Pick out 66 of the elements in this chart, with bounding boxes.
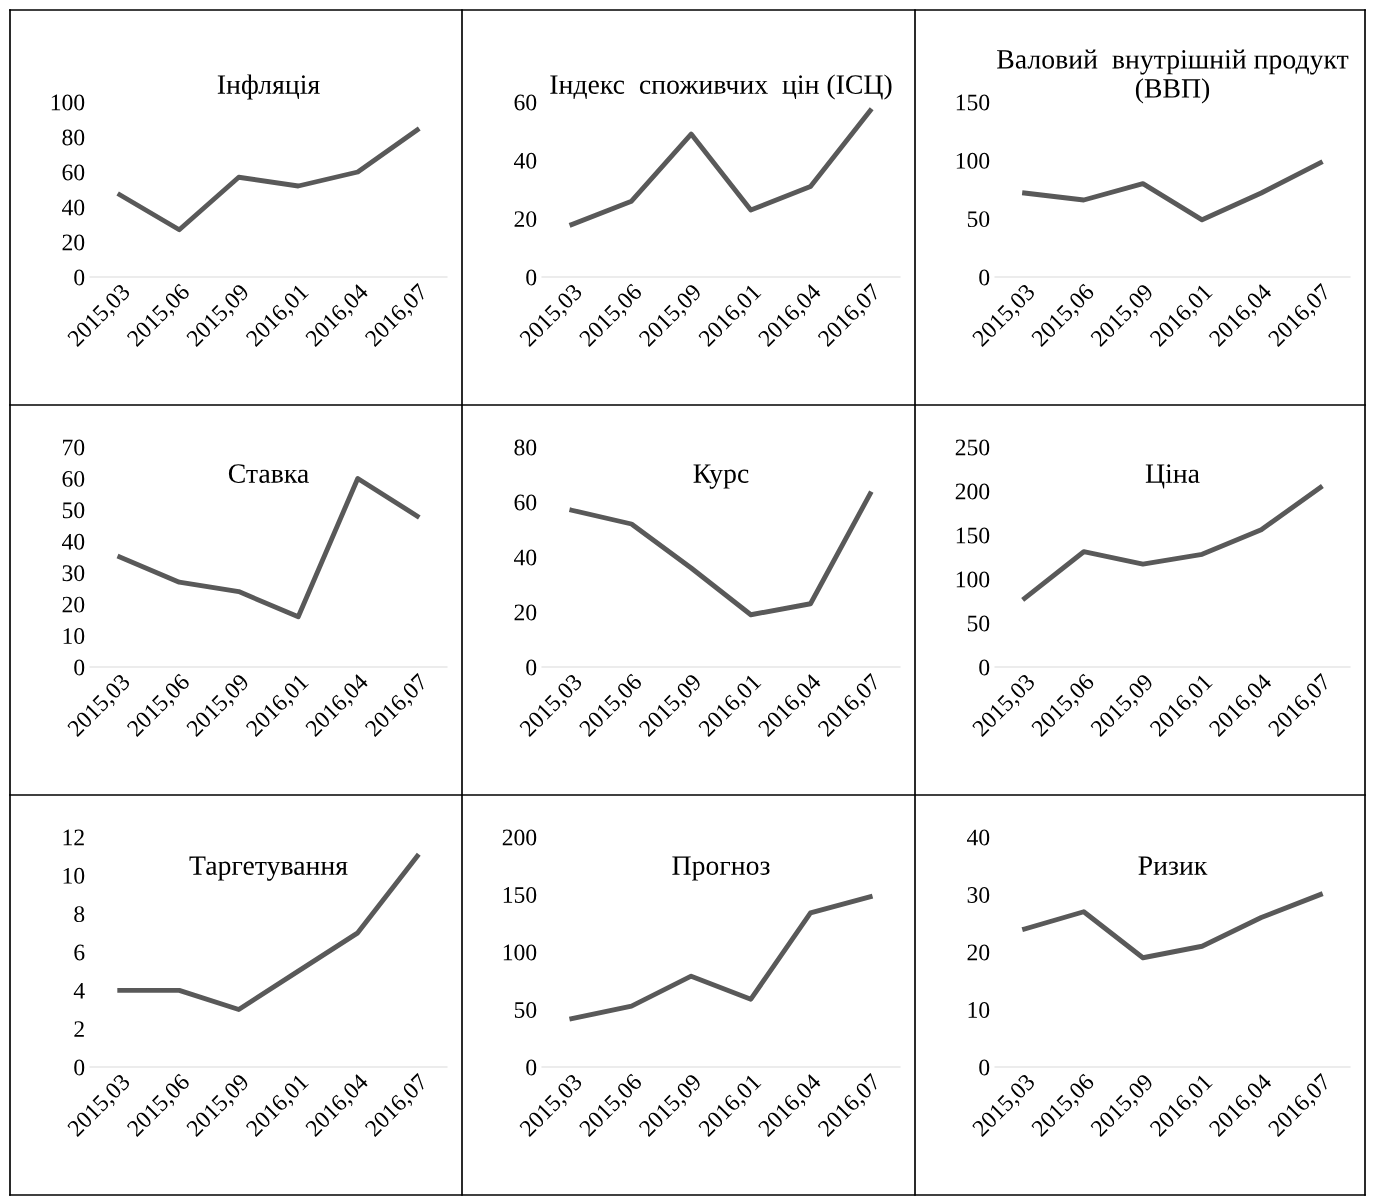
y-tick-label: 2 bbox=[74, 1021, 84, 1037]
y-tick-label: 80 bbox=[514, 439, 537, 456]
y-tick-label: 60 bbox=[514, 494, 537, 511]
y-tick-label: 70 bbox=[63, 439, 85, 456]
y-tick-label: 50 bbox=[514, 1001, 537, 1018]
y-tick-label: 100 bbox=[956, 152, 990, 169]
y-tick-label: 8 bbox=[74, 906, 85, 923]
y-tick-label: 100 bbox=[956, 571, 990, 588]
y-tick-label: 10 bbox=[63, 628, 85, 644]
y-tick-label: 150 bbox=[956, 94, 990, 111]
y-tick-label: 50 bbox=[967, 615, 990, 632]
y-tick-label: 10 bbox=[968, 1001, 990, 1018]
y-tick-label: 80 bbox=[62, 129, 85, 146]
line-series bbox=[569, 491, 873, 618]
y-tick-label: 0 bbox=[74, 659, 85, 676]
y-tick-label: 0 bbox=[979, 659, 990, 676]
chart-title: Ставка bbox=[228, 464, 309, 483]
y-tick-label: 0 bbox=[74, 1059, 85, 1076]
y-tick-label: 0 bbox=[979, 269, 990, 286]
y-tick-label: 150 bbox=[956, 527, 990, 544]
y-tick-label: 60 bbox=[62, 470, 85, 487]
chart-title: Індекс споживчих цін (ІСЦ) bbox=[550, 74, 892, 100]
text: Ризик bbox=[1138, 856, 1208, 875]
y-tick-label: 0 bbox=[526, 1059, 537, 1076]
line-series bbox=[1022, 160, 1323, 223]
y-tick-label: 150 bbox=[503, 886, 537, 903]
y-tick-label: 200 bbox=[955, 483, 990, 500]
y-tick-label: 12 bbox=[63, 829, 84, 846]
line-series bbox=[569, 894, 873, 1022]
y-tick-label: 6 bbox=[74, 944, 85, 961]
line-series bbox=[1022, 892, 1323, 961]
y-tick-label: 30 bbox=[62, 565, 85, 582]
y-tick-label: 20 bbox=[514, 211, 537, 228]
y-tick-label: 40 bbox=[61, 533, 85, 550]
y-tick-label: 100 bbox=[51, 94, 85, 111]
text: Курс bbox=[693, 464, 749, 489]
y-tick-label: 20 bbox=[967, 944, 990, 961]
y-tick-label: 20 bbox=[62, 234, 85, 251]
y-tick-label: 4 bbox=[73, 982, 85, 999]
y-tick-label: 0 bbox=[526, 269, 537, 286]
line-series bbox=[569, 108, 873, 227]
y-tick-label: 20 bbox=[514, 604, 537, 621]
y-tick-label: 0 bbox=[979, 1059, 990, 1076]
y-tick-label: 0 bbox=[526, 659, 537, 676]
y-tick-label: 40 bbox=[61, 199, 85, 216]
chart-title: Валовий внутрішній продукт (ВВП) bbox=[997, 49, 1349, 104]
text: Прогноз bbox=[672, 856, 770, 881]
y-tick-label: 20 bbox=[62, 596, 85, 613]
line-series bbox=[117, 127, 420, 233]
y-tick-label: 40 bbox=[513, 549, 537, 566]
y-tick-label: 40 bbox=[966, 829, 990, 846]
y-tick-label: 30 bbox=[967, 886, 990, 903]
line-series bbox=[117, 853, 420, 1012]
y-tick-label: 10 bbox=[63, 867, 85, 884]
y-tick-label: 0 bbox=[74, 269, 85, 286]
y-tick-label: 40 bbox=[513, 152, 537, 169]
text: Таргетування bbox=[189, 856, 348, 881]
text: Ціна bbox=[1145, 464, 1200, 489]
y-tick-label: 100 bbox=[503, 944, 537, 961]
y-tick-label: 60 bbox=[62, 164, 85, 181]
y-tick-label: 250 bbox=[955, 439, 990, 456]
y-tick-label: 60 bbox=[514, 94, 537, 111]
y-tick-label: 200 bbox=[502, 829, 537, 846]
y-tick-label: 50 bbox=[62, 502, 85, 519]
chart-title: Інфляція bbox=[217, 74, 320, 100]
y-tick-label: 50 bbox=[967, 211, 990, 228]
